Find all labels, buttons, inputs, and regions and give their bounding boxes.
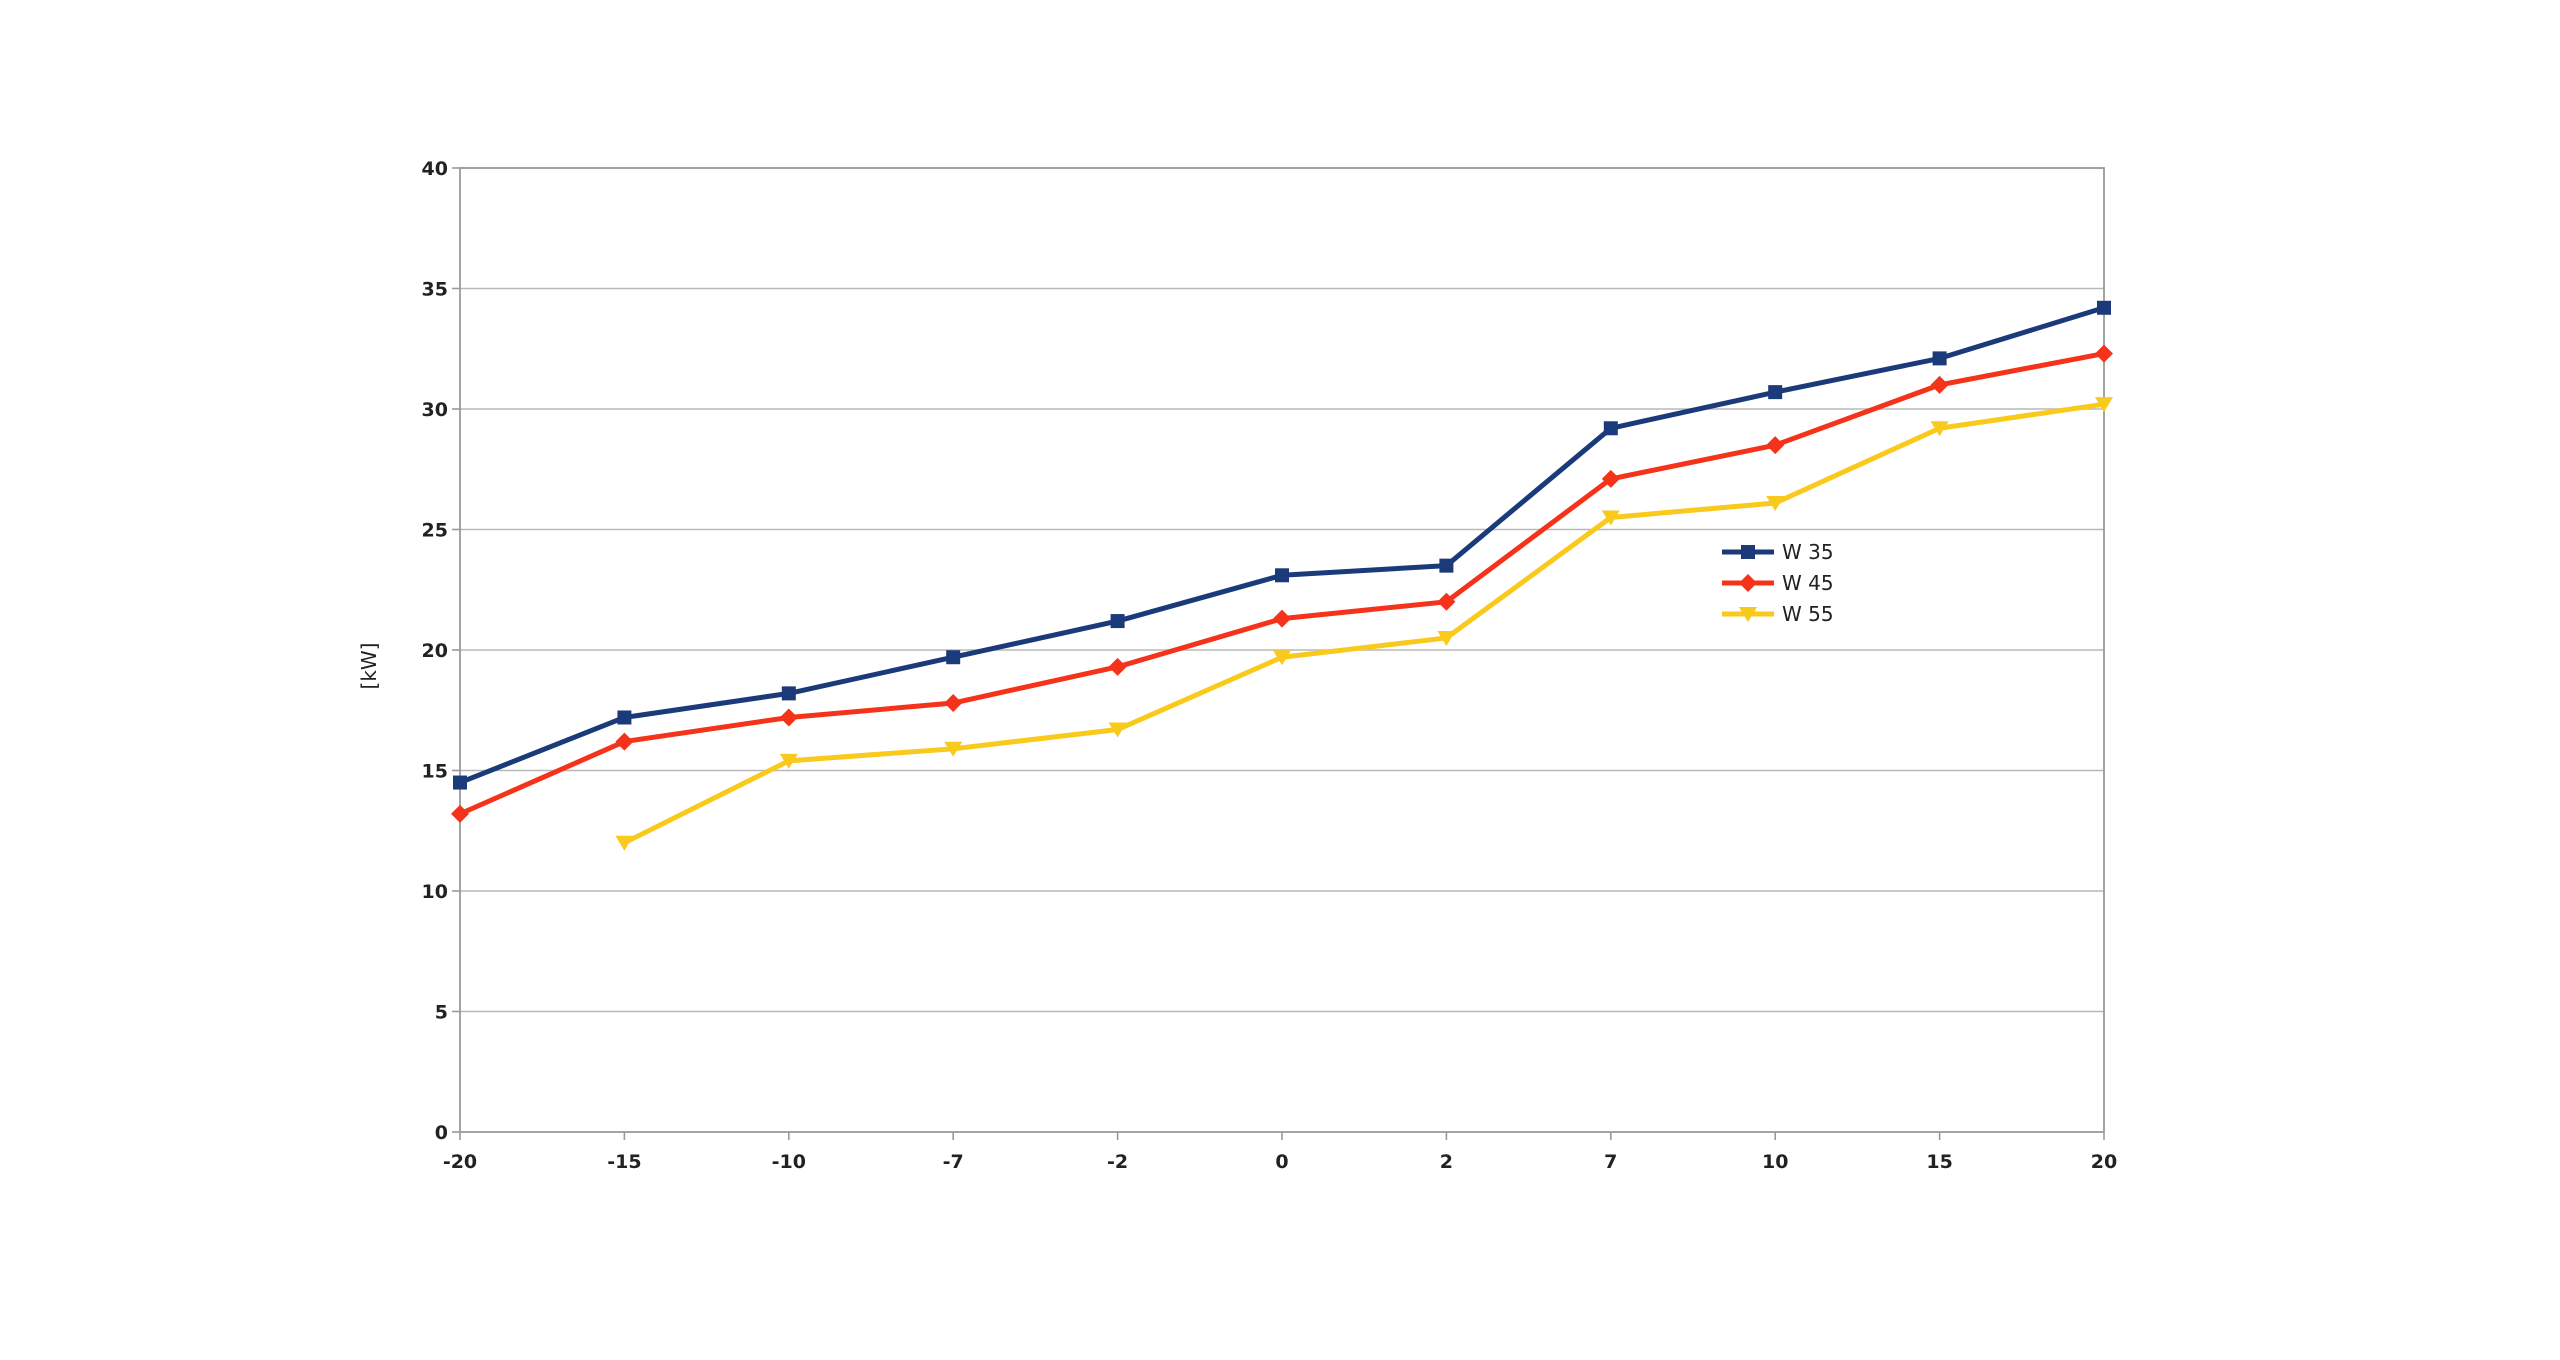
data-point	[1601, 469, 1620, 488]
data-point	[1110, 614, 1125, 629]
data-point	[1601, 510, 1620, 526]
data-point	[944, 741, 963, 757]
y-tick-label: 20	[422, 640, 448, 662]
data-point	[1439, 558, 1454, 573]
y-tick-label: 5	[435, 1002, 448, 1024]
series-line	[457, 305, 2107, 786]
y-tick-label: 15	[422, 761, 448, 783]
series-w-55	[615, 397, 2113, 851]
series-w-35	[453, 300, 2111, 790]
data-point	[779, 753, 798, 769]
data-point	[1108, 657, 1127, 676]
x-tick-label: 15	[1926, 1151, 1952, 1173]
data-point	[615, 732, 634, 751]
data-point	[779, 708, 798, 727]
legend-label: W 55	[1782, 602, 1834, 626]
x-tick-label: -10	[772, 1151, 806, 1173]
series-w-45	[451, 344, 2113, 823]
data-point	[1768, 385, 1783, 400]
data-point	[615, 835, 634, 851]
data-point	[2095, 344, 2113, 363]
series-line	[457, 351, 2107, 817]
x-tick-label: -15	[607, 1151, 641, 1173]
data-point	[1766, 495, 1785, 511]
data-point	[2097, 300, 2111, 315]
legend-marker	[1739, 607, 1757, 622]
data-point	[781, 686, 796, 701]
x-tick-label: 10	[1762, 1151, 1788, 1173]
data-point	[453, 775, 467, 790]
y-tick-label: 30	[422, 399, 448, 421]
data-point	[1766, 436, 1785, 455]
data-point	[944, 694, 963, 713]
data-point	[1930, 375, 1949, 394]
y-tick-label: 40	[422, 158, 448, 180]
x-tick-label: -7	[943, 1151, 964, 1173]
data-point	[617, 710, 632, 725]
legend-item: W 35	[1722, 540, 1834, 564]
y-tick-label: 0	[435, 1122, 448, 1144]
data-point	[946, 650, 961, 665]
y-tick-label: 25	[422, 520, 448, 542]
axes	[452, 167, 2105, 1140]
data-point	[1930, 421, 1949, 437]
series-line	[621, 401, 2107, 846]
data-point	[1108, 722, 1127, 738]
data-point	[2095, 397, 2113, 413]
x-tick-label: 20	[2091, 1151, 2117, 1173]
data-point	[1275, 568, 1289, 583]
legend-marker	[1739, 574, 1757, 592]
legend-item: W 45	[1722, 571, 1834, 595]
x-tick-label: 0	[1275, 1151, 1288, 1173]
data-point	[451, 804, 469, 823]
data-point	[1437, 592, 1456, 611]
x-tick-label: -20	[443, 1151, 477, 1173]
data-point	[1273, 609, 1291, 628]
legend: W 35 W 45 W 55	[1722, 540, 1834, 626]
legend-marker	[1741, 545, 1755, 559]
x-tick-label: 2	[1440, 1151, 1453, 1173]
legend-item: W 55	[1722, 602, 1834, 626]
y-tick-label: 35	[422, 279, 448, 301]
data-point	[1603, 421, 1618, 436]
data-point	[1437, 630, 1456, 646]
data-point	[1273, 650, 1291, 666]
legend-label: W 45	[1782, 571, 1834, 595]
data-point	[1932, 351, 1947, 366]
y-tick-label: 10	[422, 881, 448, 903]
grid	[460, 167, 2104, 1013]
series-lines	[451, 300, 2113, 851]
legend-label: W 35	[1782, 540, 1834, 564]
x-tick-label: 7	[1604, 1151, 1617, 1173]
x-tick-label: -2	[1107, 1151, 1128, 1173]
y-axis-label: [kW]	[357, 643, 381, 690]
